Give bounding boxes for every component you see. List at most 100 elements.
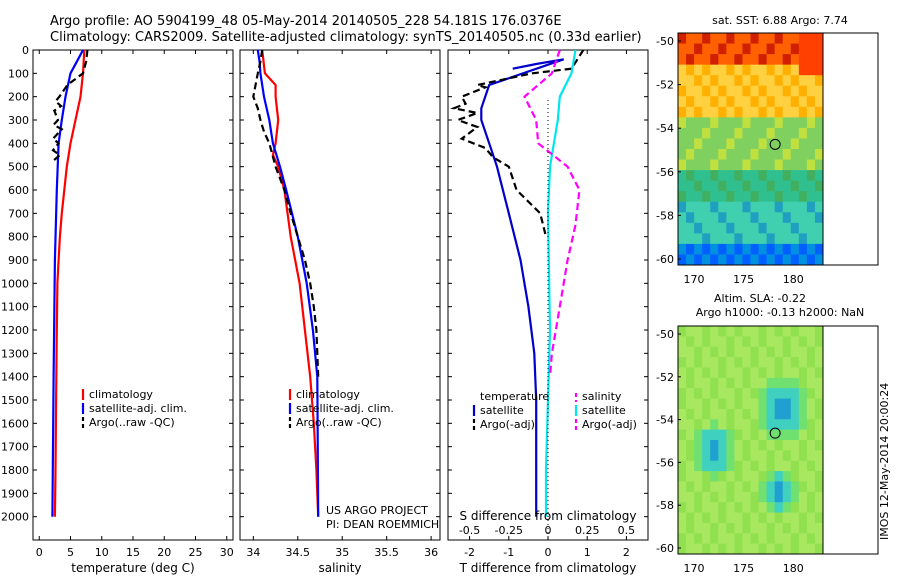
- map-cell: [702, 243, 711, 255]
- map-cell: [678, 450, 687, 462]
- map-cell: [726, 512, 735, 524]
- map-cell: [710, 481, 719, 493]
- map-cell: [726, 170, 735, 182]
- map-cell: [694, 117, 703, 129]
- map-cell: [798, 533, 808, 545]
- map-cell: [806, 408, 816, 420]
- map-cell: [766, 522, 776, 534]
- map-cell: [774, 75, 784, 87]
- x2tick-label: 0: [545, 524, 552, 537]
- map-cell: [694, 336, 703, 348]
- map-cell: [766, 254, 776, 266]
- map-cell: [726, 233, 735, 245]
- map-cell: [758, 357, 768, 368]
- series-line-satellite-adj-clim-: [51, 49, 84, 517]
- map-cell: [686, 212, 695, 224]
- legend-label: satellite-adj. clim.: [89, 402, 187, 415]
- map-cell: [726, 117, 735, 129]
- map-cell: [742, 243, 751, 255]
- map-cell: [742, 222, 751, 234]
- series-line-salinity-argo-adj-: [523, 49, 581, 377]
- map-cell: [790, 491, 800, 503]
- ytick-label: 1400: [1, 371, 29, 384]
- map-cell: [750, 212, 760, 224]
- map-cell: [718, 243, 727, 255]
- map-cell: [734, 440, 743, 451]
- map-cell: [758, 222, 768, 234]
- map-cell: [710, 233, 719, 245]
- map-cell: [774, 254, 784, 266]
- ytick-label: 100: [8, 67, 29, 80]
- xtick-label: 30: [220, 546, 234, 559]
- map-cell: [694, 201, 703, 213]
- map-cell: [806, 75, 816, 87]
- map-cell: [686, 106, 695, 118]
- map-cell: [702, 491, 711, 503]
- map-cell: [742, 180, 751, 192]
- map-cell: [758, 408, 768, 420]
- map-cell: [710, 180, 719, 192]
- map-cell: [766, 357, 776, 368]
- map-cell: [774, 149, 784, 161]
- map-cell: [766, 408, 776, 420]
- map-cell: [750, 159, 760, 171]
- xtick-label: 36: [424, 546, 438, 559]
- map-cell: [710, 201, 719, 213]
- map-cell: [678, 419, 687, 431]
- map-cell: [734, 159, 743, 171]
- map-cell: [726, 180, 735, 192]
- ytick-label: 1000: [1, 277, 29, 290]
- map-cell: [742, 54, 751, 66]
- ytick-label: 1800: [1, 464, 29, 477]
- map-cell: [686, 357, 695, 368]
- legend-label: Argo(-adj): [480, 418, 535, 431]
- map-cell: [734, 149, 743, 161]
- map-cell: [742, 233, 751, 245]
- map-cell: [766, 170, 776, 182]
- map-cell: [798, 419, 808, 431]
- map-cell: [766, 191, 776, 203]
- map-cell: [694, 533, 703, 545]
- map-cell: [782, 127, 792, 139]
- map-cell: [814, 429, 824, 441]
- sla-map: [678, 326, 824, 555]
- map-cell: [814, 180, 824, 192]
- xtick-label: 34: [246, 546, 260, 559]
- map-cell: [790, 106, 800, 118]
- map-cell: [718, 149, 727, 161]
- map-cell: [782, 201, 792, 213]
- map-cell: [710, 440, 719, 451]
- map-cell: [718, 159, 727, 171]
- map-cell: [782, 419, 792, 431]
- map-cell: [766, 212, 776, 224]
- map-cell: [702, 180, 711, 192]
- map-cell: [750, 254, 760, 266]
- map-cell: [806, 127, 816, 139]
- map-cell: [710, 429, 719, 441]
- map-ytick-label: -52: [656, 371, 674, 384]
- map-cell: [734, 522, 743, 534]
- map-cell: [734, 201, 743, 213]
- map-cell: [766, 502, 776, 514]
- map-cell: [774, 388, 784, 400]
- map-cell: [798, 64, 808, 76]
- ytick-label: 200: [8, 91, 29, 104]
- map-cell: [710, 85, 719, 97]
- map-cell: [750, 170, 760, 182]
- map-cell: [774, 419, 784, 431]
- x2tick-label: 0.5: [618, 524, 636, 537]
- map-cell: [686, 254, 695, 266]
- map-cell: [798, 149, 808, 161]
- map-xtick-label: 175: [733, 273, 754, 286]
- map-cell: [790, 502, 800, 514]
- map-cell: [702, 512, 711, 524]
- map-cell: [734, 254, 743, 266]
- map-cell: [806, 326, 816, 337]
- map-ytick-label: -54: [656, 414, 674, 427]
- map-cell: [678, 85, 687, 97]
- map-xtick-label: 170: [684, 562, 705, 575]
- map-cell: [718, 367, 727, 379]
- map-cell: [718, 522, 727, 534]
- map-cell: [782, 440, 792, 451]
- map-cell: [694, 33, 703, 45]
